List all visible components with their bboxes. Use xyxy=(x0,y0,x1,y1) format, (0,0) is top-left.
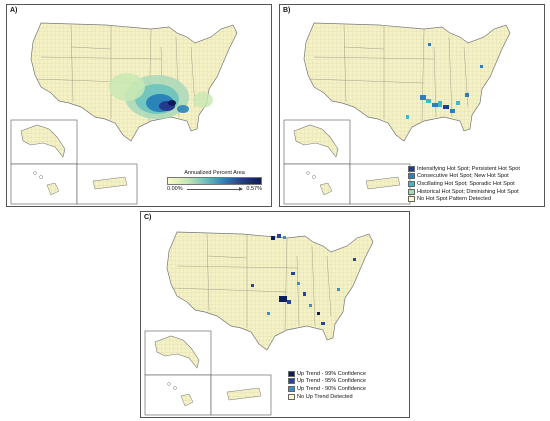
legend-label: Intensifying Hot Spot; Persistent Hot Sp… xyxy=(417,165,520,172)
panel-b-hot-spot-map: B) Intensifying Hot Spot; Persistent Hot… xyxy=(279,4,545,207)
legend-min-label: 0.00% xyxy=(167,186,183,192)
panel-label: C) xyxy=(144,214,152,221)
legend-arrow-icon xyxy=(186,187,244,192)
legend-color-ramp xyxy=(167,177,262,185)
legend-swatch xyxy=(288,393,295,400)
legend-label: Historical Hot Spot; Diminishing Hot Spo… xyxy=(417,188,519,195)
legend-item: No Up Trend Detected xyxy=(288,393,366,401)
legend-swatch xyxy=(408,165,415,172)
panel-a-annualized-percent-area-map: A) Annualized Percent Area 0.00% 0.57% xyxy=(6,4,272,207)
legend-swatch xyxy=(408,196,415,203)
legend-label: Consecutive Hot Spot; New Hot Spot xyxy=(417,173,509,180)
legend-label: Up Trend - 95% Confidence xyxy=(297,378,367,385)
map-svg xyxy=(10,22,238,205)
legend-label: Up Trend - 99% Confidence xyxy=(297,370,367,377)
legend-hot-spot-patterns: Intensifying Hot Spot; Persistent Hot Sp… xyxy=(408,165,520,203)
legend-item: Intensifying Hot Spot; Persistent Hot Sp… xyxy=(408,165,520,173)
legend-item: Oscillating Hot Spot; Sporadic Hot Spot xyxy=(408,180,520,188)
choropleth-hot-region xyxy=(109,73,213,119)
legend-swatch xyxy=(288,370,295,377)
map-svg xyxy=(144,231,374,416)
legend-label: No Hot Spot Pattern Detected xyxy=(417,196,492,203)
legend-annualized-percent-area: Annualized Percent Area 0.00% 0.57% xyxy=(167,170,262,192)
legend-title: Annualized Percent Area xyxy=(184,170,245,176)
map-svg xyxy=(283,22,511,205)
legend-item: No Hot Spot Pattern Detected xyxy=(408,195,520,203)
legend-swatch xyxy=(288,385,295,392)
up-trend-counties xyxy=(251,234,356,325)
legend-item: Historical Hot Spot; Diminishing Hot Spo… xyxy=(408,188,520,196)
legend-label: Oscillating Hot Spot; Sporadic Hot Spot xyxy=(417,180,515,187)
panel-label: B) xyxy=(283,7,291,14)
legend-item: Up Trend - 90% Confidence xyxy=(288,385,366,393)
hot-spot-counties xyxy=(406,43,483,119)
legend-swatch xyxy=(408,173,415,180)
legend-label: No Up Trend Detected xyxy=(297,393,353,400)
legend-label: Up Trend - 90% Confidence xyxy=(297,385,367,392)
legend-item: Consecutive Hot Spot; New Hot Spot xyxy=(408,173,520,181)
panel-c-up-trend-map: C) Up Trend - 99% Confidence Up Trend - … xyxy=(140,211,410,418)
legend-up-trend: Up Trend - 99% Confidence Up Trend - 95%… xyxy=(288,370,366,400)
legend-swatch xyxy=(288,378,295,385)
legend-swatch xyxy=(408,180,415,187)
legend-item: Up Trend - 99% Confidence xyxy=(288,370,366,378)
legend-swatch xyxy=(408,188,415,195)
legend-item: Up Trend - 95% Confidence xyxy=(288,378,366,386)
panel-label: A) xyxy=(10,7,18,14)
legend-max-label: 0.57% xyxy=(246,186,262,192)
